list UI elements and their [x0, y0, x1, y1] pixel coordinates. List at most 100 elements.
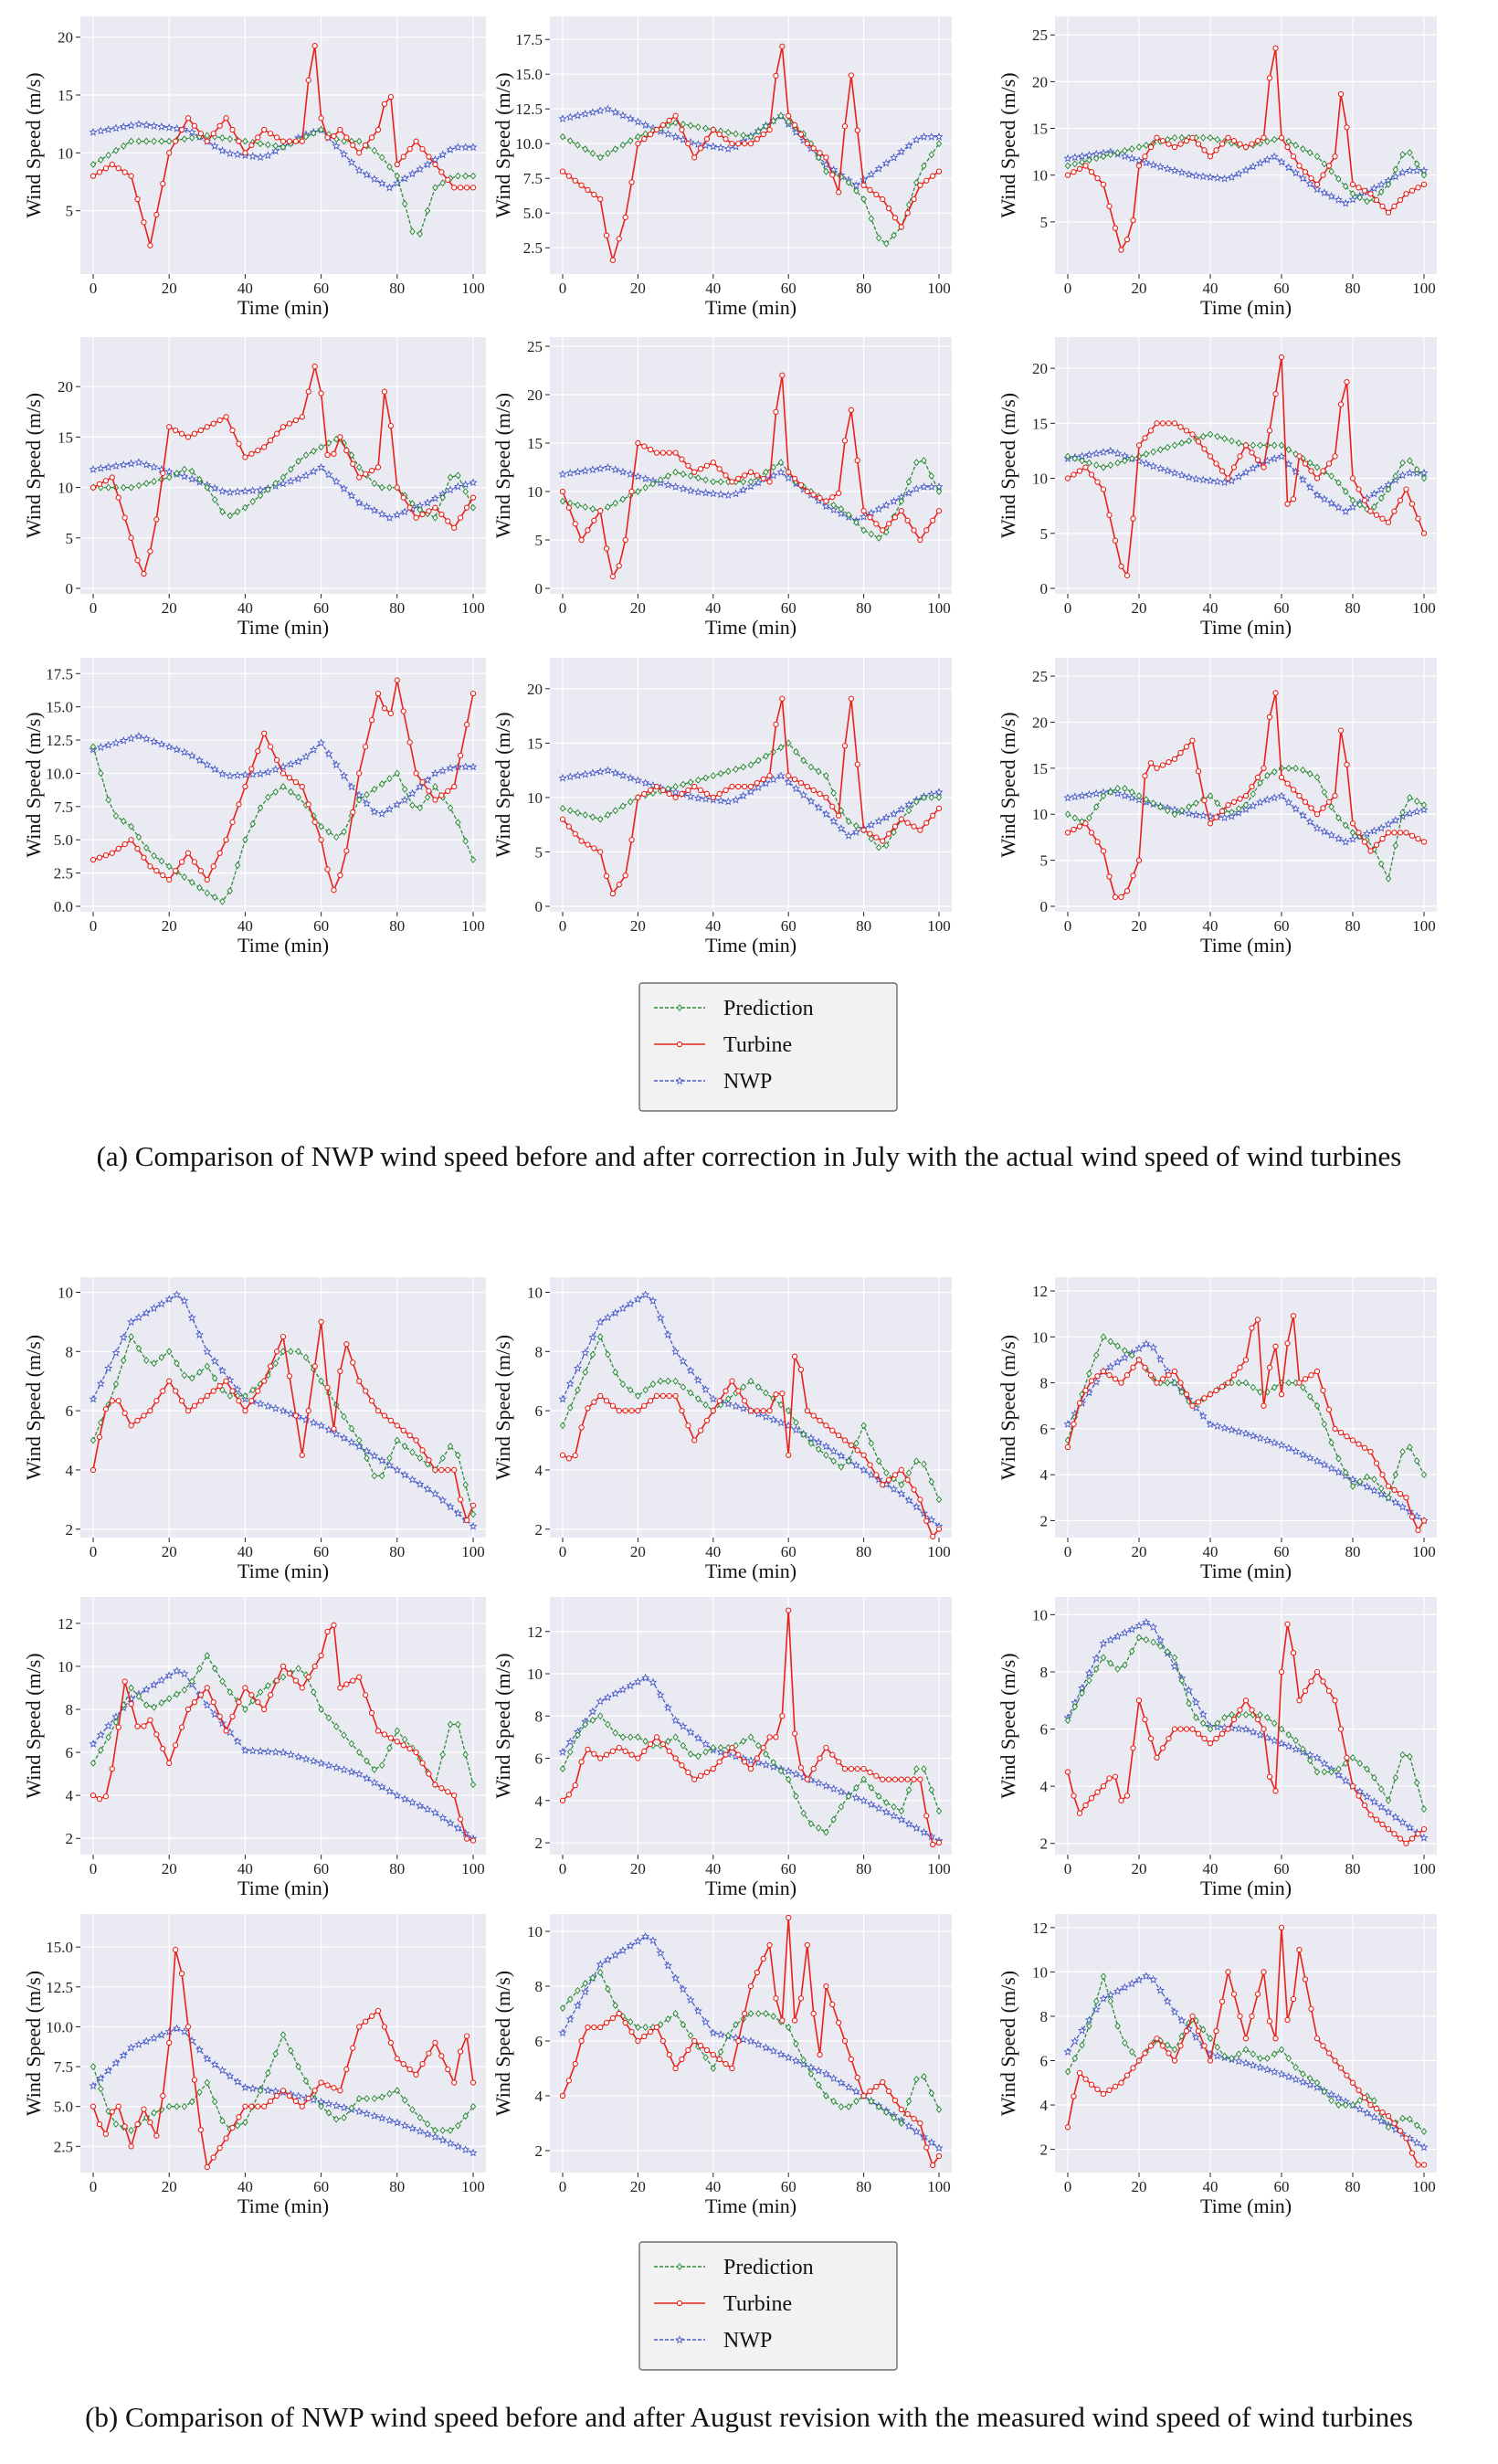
data-point-turbine [797, 1366, 805, 1373]
data-point-turbine [854, 1447, 860, 1454]
data-point-turbine [457, 752, 464, 759]
x-tick-label: 100 [1412, 917, 1436, 935]
data-point-prediction [417, 804, 424, 812]
data-point-nwp [354, 498, 364, 507]
data-point-prediction [1377, 1785, 1385, 1793]
data-point-turbine [1207, 1391, 1214, 1398]
data-point-turbine [666, 117, 672, 124]
data-point-turbine [1071, 1421, 1077, 1427]
data-point-nwp [1234, 1427, 1243, 1436]
legend-label-turbine: Turbine [723, 2292, 792, 2316]
data-point-turbine [1325, 460, 1333, 467]
data-point-turbine [368, 2013, 375, 2019]
data-point-prediction [627, 137, 634, 145]
data-point-turbine [229, 2124, 236, 2131]
data-point-nwp [731, 489, 741, 498]
data-point-prediction [1235, 439, 1242, 447]
data-point-nwp [776, 2049, 786, 2058]
data-point-prediction [135, 1692, 142, 1700]
data-point-prediction [1392, 1773, 1399, 1782]
data-point-prediction [582, 1980, 588, 1987]
data-point-turbine [1218, 141, 1226, 147]
data-point-turbine [1118, 1380, 1124, 1386]
y-tick-label: 10 [1032, 1328, 1048, 1346]
data-point-prediction [680, 470, 687, 478]
data-point-turbine [406, 1745, 413, 1752]
data-point-nwp [1277, 791, 1286, 800]
data-point-prediction [710, 1743, 717, 1751]
data-point-nwp [807, 1433, 816, 1443]
caption-a: (a) Comparison of NWP wind speed before … [96, 1140, 1402, 1172]
data-point-prediction [1079, 457, 1085, 465]
data-point-turbine [666, 1392, 672, 1400]
y-tick-label: 6 [535, 2033, 543, 2050]
data-point-prediction [318, 443, 324, 451]
y-tick-label: 2 [1040, 1512, 1049, 1529]
y-axis-label: Wind Speed (m/s) [997, 712, 1019, 857]
data-point-nwp [89, 1394, 98, 1403]
data-point-nwp [919, 481, 929, 491]
y-axis-label: Wind Speed (m/s) [491, 1971, 514, 2116]
data-point-nwp [821, 1781, 830, 1790]
data-point-turbine [324, 134, 331, 141]
series-markers-prediction [90, 1652, 477, 1789]
data-point-nwp [438, 766, 448, 775]
y-axis-label: Wind Speed (m/s) [491, 393, 514, 538]
data-point-nwp [1320, 188, 1329, 197]
series-markers-prediction [559, 1969, 943, 2127]
series-markers-turbine [90, 363, 477, 577]
data-point-turbine [1325, 2050, 1333, 2057]
data-point-turbine [597, 1392, 604, 1400]
data-point-nwp [217, 1366, 227, 1375]
data-point-prediction [1399, 151, 1406, 159]
data-point-turbine [697, 2042, 704, 2049]
data-point-turbine [616, 236, 622, 242]
data-point-prediction [98, 155, 104, 164]
data-point-prediction [1349, 829, 1356, 837]
data-point-prediction [1377, 494, 1385, 502]
x-tick-label: 20 [162, 280, 177, 297]
data-point-prediction [680, 120, 687, 128]
data-point-turbine [185, 115, 192, 122]
data-point-turbine [1071, 169, 1077, 175]
x-tick-label: 80 [1345, 1543, 1361, 1560]
data-point-prediction [242, 2119, 248, 2127]
data-point-nwp [416, 1479, 425, 1488]
data-point-nwp [1412, 165, 1421, 174]
y-tick-label: 20 [58, 378, 73, 396]
data-point-turbine [160, 1745, 166, 1752]
data-point-turbine [1356, 1792, 1362, 1799]
data-point-turbine [1337, 727, 1345, 734]
data-point-turbine [166, 424, 173, 430]
data-point-turbine [747, 141, 754, 147]
x-tick-label: 60 [313, 599, 329, 617]
data-point-nwp [702, 1740, 711, 1749]
data-point-prediction [288, 465, 294, 473]
y-tick-label: 6 [66, 1744, 74, 1761]
data-point-nwp [837, 2078, 846, 2087]
x-tick-label: 60 [781, 1860, 796, 1877]
data-point-turbine [1272, 690, 1279, 696]
data-point-prediction [559, 1765, 566, 1773]
data-point-nwp [1377, 1802, 1386, 1811]
data-point-prediction [280, 1673, 287, 1681]
data-point-nwp [1256, 1730, 1265, 1740]
data-point-prediction [1313, 2078, 1321, 2087]
data-point-turbine [1272, 45, 1279, 51]
data-point-prediction [1178, 133, 1186, 142]
data-point-nwp [1170, 468, 1179, 477]
data-point-prediction [928, 2089, 935, 2097]
data-point-turbine [616, 563, 622, 569]
data-point-prediction [1207, 792, 1214, 800]
data-point-nwp [263, 1747, 272, 1756]
data-point-nwp [671, 1347, 680, 1356]
data-point-prediction [348, 1740, 355, 1748]
data-point-prediction [1257, 778, 1263, 787]
data-point-nwp [1241, 1429, 1250, 1438]
data-point-turbine [1254, 1716, 1261, 1723]
data-point-prediction [1271, 441, 1278, 449]
data-point-prediction [142, 137, 150, 145]
data-point-nwp [1363, 2109, 1372, 2117]
data-point-turbine [572, 521, 578, 527]
data-point-turbine [766, 772, 773, 779]
